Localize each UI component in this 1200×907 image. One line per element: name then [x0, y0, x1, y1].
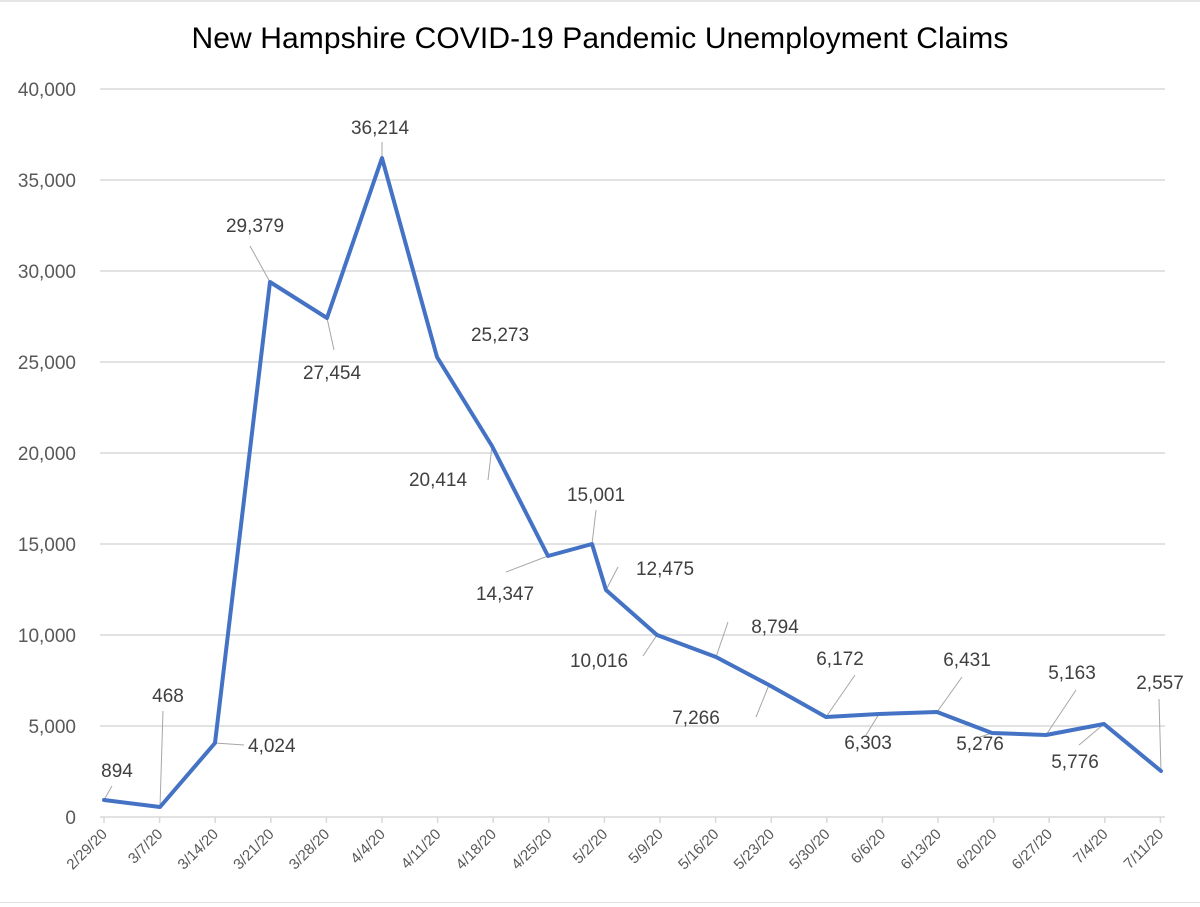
data-label: 468 [152, 686, 184, 707]
x-tick-label: 4/11/20 [398, 826, 445, 873]
x-tick-label: 5/30/20 [786, 826, 833, 873]
data-label: 6,172 [816, 649, 864, 670]
leader-line [326, 317, 335, 351]
data-label: 894 [101, 761, 133, 782]
data-label: 36,214 [351, 118, 410, 139]
leader-line [214, 742, 245, 746]
leader-line [1045, 689, 1077, 736]
x-tick-label: 2/29/20 [63, 826, 110, 873]
data-label: 8,794 [751, 617, 799, 638]
leader-line [1158, 698, 1162, 772]
leader-line [159, 710, 164, 808]
data-label: 27,454 [303, 363, 362, 384]
data-label: 5,276 [956, 734, 1004, 755]
leader-line [642, 634, 658, 657]
data-label: 20,414 [409, 470, 468, 491]
data-label: 14,347 [476, 584, 534, 605]
data-label: 2,557 [1136, 673, 1184, 694]
x-tick-label: 7/11/20 [1121, 826, 1168, 873]
x-tick-label: 6/27/20 [1009, 826, 1056, 873]
x-tick-label: 6/13/20 [897, 826, 944, 873]
x-tick-label: 4/4/20 [347, 826, 389, 868]
y-tick-label: 40,000 [18, 80, 76, 101]
x-tick-label: 3/7/20 [125, 826, 167, 868]
gridlines [100, 88, 1165, 818]
leader-line [591, 509, 597, 545]
y-tick-label: 30,000 [18, 262, 76, 283]
leader-line [936, 676, 963, 713]
y-tick-label: 35,000 [18, 171, 76, 192]
leader-line [605, 566, 619, 591]
leader-line [715, 621, 729, 658]
leader-line [249, 245, 271, 283]
x-tick-label: 3/28/20 [286, 826, 333, 873]
data-label: 6,431 [943, 650, 991, 671]
x-tick-label: 7/4/20 [1070, 826, 1112, 868]
leader-line [865, 713, 880, 736]
data-label: 6,303 [844, 733, 892, 754]
y-tick-label: 5,000 [28, 717, 76, 738]
x-tick-label: 3/21/20 [230, 826, 277, 873]
data-label: 7,266 [672, 708, 720, 729]
data-label: 12,475 [636, 559, 694, 580]
y-tick-label: 0 [65, 808, 76, 829]
y-tick-label: 25,000 [18, 353, 76, 374]
x-tick-label: 6/6/20 [848, 826, 890, 868]
leader-line [505, 555, 549, 573]
leader-line [103, 785, 113, 801]
y-tick-label: 15,000 [18, 535, 76, 556]
series-line [102, 156, 1163, 809]
data-label: 10,016 [570, 651, 628, 672]
chart-title: New Hampshire COVID-19 Pandemic Unemploy… [191, 22, 1009, 55]
data-label: 15,001 [567, 485, 625, 506]
leader-line [825, 674, 856, 718]
bottom-border [0, 902, 1200, 907]
x-tick-label: 5/23/20 [731, 826, 778, 873]
data-labels: 894 468 4,024 29,379 27,454 36,214 25,273 20,41… [101, 118, 1184, 782]
x-tick-label: 5/9/20 [625, 826, 667, 868]
y-tick-label: 20,000 [18, 444, 76, 465]
data-label: 4,024 [248, 736, 296, 757]
x-tick-label: 5/2/20 [570, 826, 612, 868]
data-label: 5,776 [1051, 752, 1099, 773]
y-axis: 0 5,000 10,000 15,000 20,000 25,000 30,000 35,0… [18, 80, 76, 829]
x-tick-label: 4/25/20 [508, 826, 555, 873]
top-border [0, 0, 1200, 2]
data-label: 25,273 [471, 325, 529, 346]
leader-line [1078, 723, 1105, 746]
leader-line [755, 684, 770, 718]
x-tick-label: 4/18/20 [453, 826, 500, 873]
x-tick-label: 6/20/20 [953, 826, 1000, 873]
x-axis: 2/29/20 3/7/20 3/14/20 3/21/20 3/28/20 4/4/20… [63, 817, 1167, 873]
y-tick-label: 10,000 [18, 626, 76, 647]
data-label: 29,379 [226, 216, 284, 237]
x-tick-label: 3/14/20 [175, 826, 222, 873]
leader-line [487, 445, 493, 481]
x-tick-label: 5/16/20 [675, 826, 722, 873]
label-leader-lines [103, 142, 1162, 808]
data-label: 5,163 [1048, 663, 1096, 684]
